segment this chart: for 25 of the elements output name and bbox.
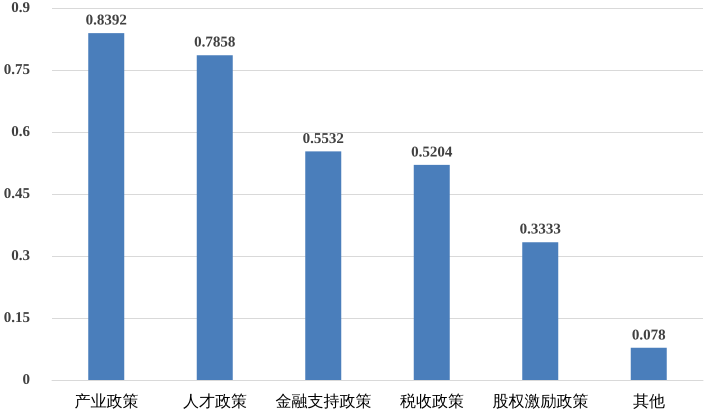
bar xyxy=(88,33,124,380)
data-label: 0.3333 xyxy=(520,222,561,238)
bar xyxy=(522,242,558,380)
y-tick-label: 0.45 xyxy=(4,186,30,202)
data-label: 0.5532 xyxy=(302,130,344,147)
x-tick-label: 金融支持政策 xyxy=(275,392,372,410)
y-tick-label: 0.15 xyxy=(4,310,30,326)
y-tick-label: 0.9 xyxy=(11,0,30,16)
data-label: 0.7858 xyxy=(194,34,236,51)
y-tick-label: 0.6 xyxy=(11,124,30,140)
bar xyxy=(196,55,233,380)
y-tick-label: 0.3 xyxy=(11,248,30,264)
y-tick-label: 0.75 xyxy=(4,62,30,78)
x-tick-label: 股权激励政策 xyxy=(492,392,588,410)
x-tick-label: 税收政策 xyxy=(400,392,464,410)
data-label: 0.5204 xyxy=(411,144,453,160)
x-tick-label: 人才政策 xyxy=(182,392,247,410)
x-tick-label: 其他 xyxy=(632,392,665,410)
bar xyxy=(630,348,667,380)
bar xyxy=(414,164,450,380)
data-label: 0.8392 xyxy=(86,12,127,29)
bar xyxy=(305,151,342,380)
data-label: 0.078 xyxy=(632,327,666,344)
x-tick-label: 产业政策 xyxy=(74,392,138,410)
y-tick-label: 0 xyxy=(22,372,30,388)
